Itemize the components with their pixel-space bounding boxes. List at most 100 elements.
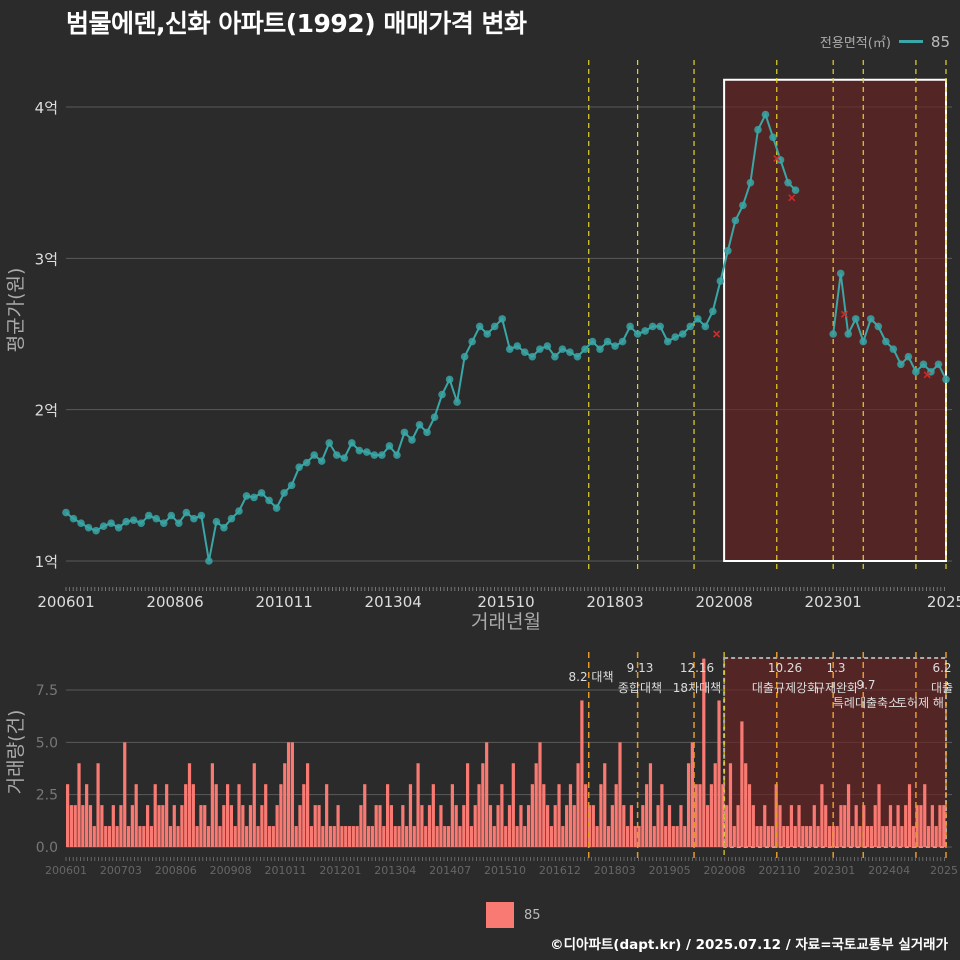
price-point [791,186,800,195]
volume-bar [561,826,565,847]
price-point [340,454,349,462]
price-point [220,523,228,532]
volume-bar [134,784,138,847]
legend-title: 전용면적(㎡) [819,36,891,51]
price-point [453,398,461,406]
volume-bar [462,805,466,847]
volume-bar [835,826,839,847]
volume-bar [553,805,557,847]
x-tick-label: 201510 [477,593,534,611]
volume-bar [222,805,226,847]
volume-bar [557,784,561,847]
volume-bar [850,826,854,847]
price-point [235,507,243,515]
volume-bar [755,826,759,847]
price-point [934,360,943,369]
policy-annotation: 8.2 대책 [569,669,614,684]
price-point [754,125,762,134]
volume-bar [290,742,294,847]
volume-bar [347,826,352,847]
cancelled-deal-mark [713,330,721,338]
volume-bar [938,805,942,847]
volume-bar [542,784,546,847]
volume-bar [191,784,195,847]
volume-bar [294,826,298,847]
volume-bar [907,784,912,847]
volume-bar [306,763,310,847]
price-point [671,333,680,341]
price-point [129,516,138,524]
price-point [378,451,386,459]
volume-bar [218,826,222,847]
volume-bar [717,700,721,847]
volume-bar [126,826,131,847]
volume-bar [496,805,500,847]
volume-bar [427,805,432,847]
price-point [746,178,755,187]
price-point [227,514,236,523]
cancelled-deal-mark [773,154,781,163]
volume-bar [786,826,790,847]
bar-x-tick-label: 202404 [868,864,910,877]
bar-x-tick-label: 200601 [45,864,87,877]
y-tick-label: 3억 [35,250,58,268]
price-point [844,330,853,338]
volume-bar [546,805,550,847]
volume-bar [763,805,767,847]
volume-bar [370,826,374,847]
volume-bar [881,826,885,847]
volume-bar [702,658,706,847]
volume-bar [869,826,874,847]
bar-x-tick-label: 201201 [319,864,361,877]
volume-bar [286,742,291,847]
volume-bar [698,784,702,847]
price-point [302,458,311,467]
volume-bar [683,826,687,847]
legend-bottom: 85 [486,902,541,928]
volume-bar [515,826,519,847]
volume-bar [873,805,877,847]
volume-bar [934,826,938,847]
volume-bar [778,805,782,847]
volume-bar [77,763,81,847]
volume-bar [591,805,595,847]
volume-bar [298,805,302,847]
volume-bar [256,826,260,847]
volume-bar [519,805,523,847]
price-point [784,178,792,187]
price-point [272,504,281,512]
volume-bar [523,826,527,847]
volume-bar [782,826,786,847]
price-point [250,493,258,502]
volume-bar [111,805,115,847]
price-point [829,330,837,338]
price-point [190,514,198,523]
volume-bar [827,826,832,847]
volume-bar [485,742,489,847]
volume-bar [233,826,237,847]
price-point [205,557,213,565]
volume-bar [626,826,630,847]
volume-bar [85,784,89,847]
volume-bar [812,805,816,847]
price-point [423,428,431,437]
y-tick-label: 1억 [35,553,58,571]
volume-bar [652,826,656,847]
price-point [400,428,409,437]
volume-bar [271,826,275,847]
volume-bar [161,805,165,847]
volume-bar [728,763,733,847]
bar-x-tick-label: 201905 [649,864,691,877]
price-point [693,315,702,323]
price-point [573,352,582,361]
volume-bar [393,826,397,847]
price-point [776,156,785,164]
volume-bar [846,784,851,847]
volume-bar [119,805,123,847]
volume-bar [146,805,150,847]
volume-bar [679,805,683,847]
price-point [445,375,454,384]
volume-bar [88,805,93,847]
volume-bar [229,805,234,847]
volume-bar [629,805,634,847]
